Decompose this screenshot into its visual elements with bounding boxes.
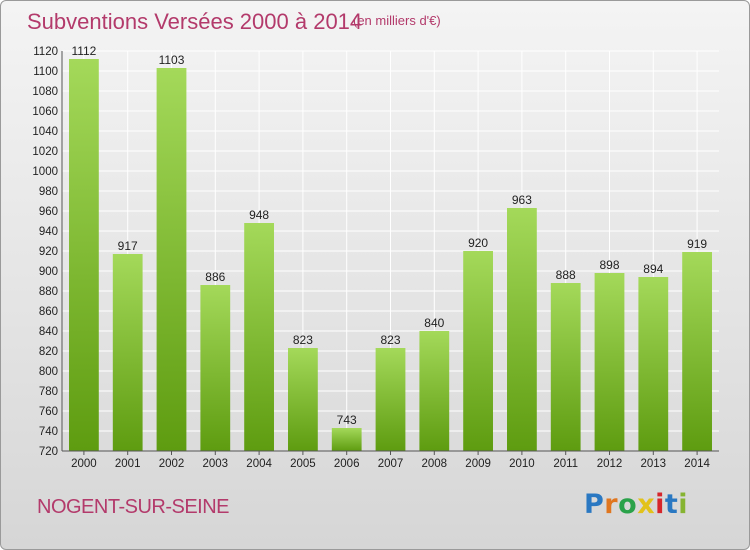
bar-value-label: 919 — [687, 237, 707, 251]
bar — [69, 59, 99, 451]
bar-value-label: 1103 — [159, 53, 185, 67]
y-tick-label: 740 — [39, 426, 58, 438]
bar — [288, 348, 318, 451]
bar — [419, 331, 450, 451]
y-tick-label: 880 — [39, 286, 58, 298]
logo-letter: i — [678, 489, 689, 520]
y-tick-label: 840 — [39, 326, 58, 338]
bar-value-label: 894 — [643, 262, 663, 276]
y-tick-label: 900 — [39, 266, 58, 278]
logo-letter: r — [604, 489, 619, 520]
logo-letter: o — [618, 489, 638, 520]
bar — [507, 208, 537, 451]
bar-value-label: 888 — [556, 268, 576, 282]
bars — [69, 59, 712, 451]
bar — [682, 252, 712, 451]
y-tick-label: 720 — [39, 446, 58, 458]
bar-value-label: 963 — [512, 193, 532, 207]
y-tick-label: 1000 — [32, 166, 58, 178]
bar — [244, 223, 274, 451]
logo-letter: P — [584, 489, 605, 520]
bar-value-label: 743 — [337, 413, 357, 427]
x-tick-label: 2009 — [465, 458, 491, 470]
x-tick-label: 2013 — [641, 458, 667, 470]
x-tick-label: 2004 — [246, 458, 272, 470]
bar — [112, 254, 143, 451]
logo-letter: i — [655, 489, 665, 520]
y-tick-label: 860 — [39, 306, 58, 318]
x-tick-label: 2000 — [71, 458, 97, 470]
bar — [331, 428, 362, 451]
y-tick-label: 1020 — [32, 146, 58, 158]
x-tick-label: 2007 — [378, 458, 404, 470]
y-tick-label: 760 — [39, 406, 58, 418]
bar — [638, 277, 669, 451]
y-tick-label: 800 — [39, 366, 58, 378]
bar-value-label: 886 — [205, 270, 225, 284]
x-tick-label: 2008 — [422, 458, 448, 470]
bar-value-label: 898 — [599, 258, 619, 272]
x-tick-label: 2001 — [115, 458, 141, 470]
bar-value-label: 920 — [468, 236, 488, 250]
bar-value-label: 840 — [424, 316, 444, 330]
bar — [550, 283, 581, 451]
y-tick-label: 780 — [39, 386, 58, 398]
y-tick-label: 940 — [39, 226, 58, 238]
logo-letter: x — [637, 489, 656, 520]
x-tick-label: 2014 — [684, 458, 710, 470]
y-tick-label: 1100 — [33, 66, 58, 78]
bar-value-label: 823 — [293, 333, 313, 347]
proxiti-logo[interactable]: Proxiti — [584, 489, 688, 520]
bar — [463, 251, 493, 451]
bar-value-label: 823 — [380, 333, 400, 347]
y-tick-label: 1060 — [32, 106, 58, 118]
bar — [594, 273, 625, 451]
data-labels: 1112 917 1103 886 948 823 743 823 840 920 963 888 89… — [71, 44, 707, 427]
y-tick-label: 1080 — [32, 86, 58, 98]
bar-value-label: 948 — [249, 208, 269, 222]
bar — [200, 285, 231, 451]
y-tick-label: 980 — [39, 186, 58, 198]
x-tick-label: 2005 — [290, 458, 316, 470]
bar-value-label: 1112 — [71, 44, 96, 58]
axes: 720 740 760 780 800 820 840 860 880 900 920 940 960 9… — [32, 46, 719, 470]
y-tick-label: 1040 — [32, 126, 58, 138]
bar — [375, 348, 406, 451]
x-tick-label: 2006 — [334, 458, 360, 470]
x-tick-label: 2011 — [553, 458, 578, 470]
y-tick-label: 960 — [39, 206, 58, 218]
y-tick-label: 920 — [39, 246, 58, 258]
y-tick-label: 820 — [39, 346, 58, 358]
y-tick-label: 1120 — [33, 46, 58, 58]
x-tick-label: 2012 — [597, 458, 623, 470]
x-tick-label: 2003 — [203, 458, 229, 470]
bar-value-label: 917 — [118, 239, 138, 253]
x-tick-label: 2010 — [509, 458, 535, 470]
bar — [156, 68, 187, 451]
x-tick-label: 2002 — [159, 458, 185, 470]
logo-letter: t — [664, 489, 679, 520]
place-name: NOGENT-SUR-SEINE — [37, 496, 230, 518]
chart-title: Subventions Versées 2000 à 2014 — [27, 9, 363, 34]
chart-subtitle: (en milliers d'€) — [353, 13, 441, 28]
